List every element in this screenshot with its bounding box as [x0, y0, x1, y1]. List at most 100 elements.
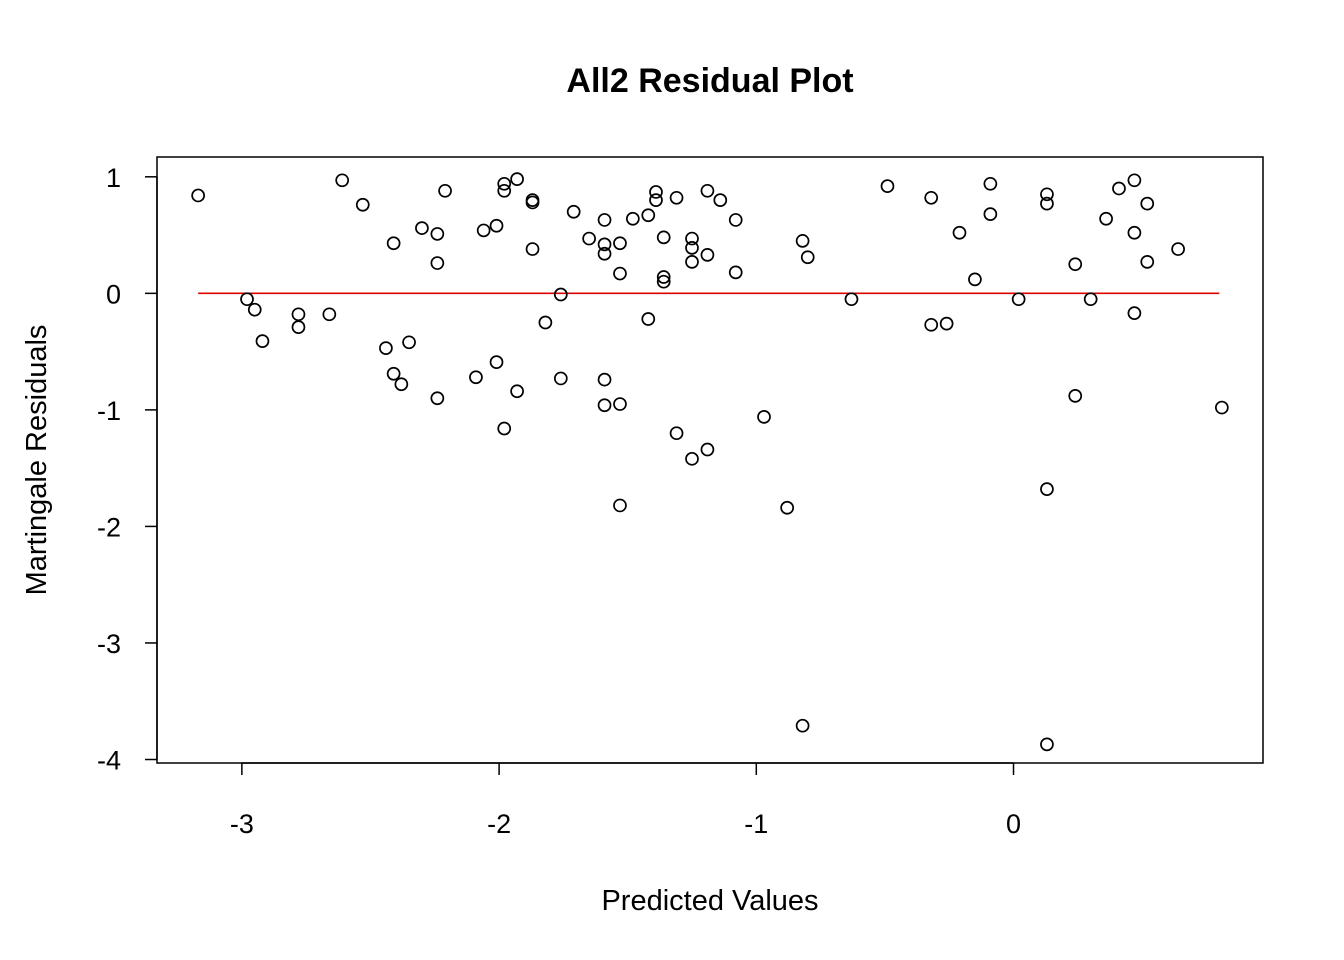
data-point	[566, 204, 581, 219]
data-point	[1099, 211, 1113, 226]
data-point	[386, 236, 401, 251]
data-point	[649, 193, 663, 207]
data-point	[1040, 196, 1054, 211]
data-point	[952, 225, 967, 240]
data-point	[355, 197, 370, 212]
data-point	[597, 372, 612, 387]
y-tick-label: -3	[97, 629, 121, 659]
data-point	[291, 307, 306, 322]
data-point	[641, 312, 656, 326]
data-point	[649, 185, 663, 199]
data-point	[713, 193, 728, 207]
data-point	[489, 218, 504, 233]
data-point	[597, 213, 612, 227]
x-tick-label: 0	[1006, 809, 1021, 839]
data-point	[335, 173, 350, 188]
data-point	[597, 237, 612, 252]
data-point	[247, 302, 262, 317]
data-point	[582, 231, 596, 246]
data-point	[613, 266, 627, 281]
data-point	[656, 230, 671, 245]
data-point	[1083, 292, 1098, 307]
data-point	[240, 292, 254, 307]
data-point	[968, 272, 982, 287]
data-point	[669, 190, 684, 205]
data-point	[438, 183, 452, 198]
y-tick-label: -1	[97, 396, 121, 426]
data-point	[497, 421, 512, 436]
data-point	[1127, 306, 1142, 321]
data-point	[538, 315, 553, 330]
data-point	[1011, 292, 1026, 307]
data-point	[553, 371, 568, 386]
data-point	[322, 307, 337, 322]
data-point	[1068, 389, 1083, 403]
data-point	[1171, 242, 1185, 256]
y-axis-title: Martingale Residuals	[21, 325, 53, 596]
chart-title: All2 Residual Plot	[566, 62, 853, 100]
data-point	[795, 718, 810, 733]
data-point	[685, 451, 699, 466]
data-point	[780, 500, 795, 515]
data-point	[728, 213, 743, 227]
data-point	[430, 391, 445, 406]
data-point	[497, 183, 512, 198]
data-point	[597, 398, 612, 413]
data-point	[394, 377, 409, 392]
data-points	[191, 172, 1229, 752]
x-tick-label: -3	[230, 809, 254, 839]
x-tick-label: -2	[487, 809, 511, 839]
data-point	[880, 179, 895, 193]
data-point	[402, 335, 416, 350]
data-point	[525, 242, 540, 256]
data-point	[983, 207, 998, 221]
data-point	[924, 190, 939, 205]
data-point	[255, 334, 270, 348]
y-tick-label: 0	[106, 279, 121, 309]
data-point	[613, 498, 627, 513]
data-point	[669, 426, 684, 441]
data-point	[597, 246, 612, 261]
x-tick-label: -1	[744, 809, 768, 839]
data-point	[510, 172, 524, 186]
data-point	[983, 176, 998, 191]
data-point	[430, 227, 445, 241]
data-point	[844, 292, 859, 307]
data-point	[613, 397, 627, 411]
data-point	[525, 195, 540, 210]
data-point	[386, 366, 401, 381]
plot-frame	[156, 156, 1264, 764]
data-point	[1040, 482, 1054, 496]
data-point	[685, 241, 699, 255]
data-point	[625, 211, 640, 226]
data-point	[469, 370, 483, 385]
data-point	[1112, 181, 1126, 196]
data-point	[656, 270, 671, 284]
data-point	[700, 442, 715, 457]
data-point	[685, 255, 699, 269]
data-point	[924, 317, 939, 332]
x-axis: -3 -2 -1 0	[230, 762, 1021, 839]
data-point	[1140, 255, 1155, 269]
data-point	[553, 287, 568, 302]
data-point	[939, 316, 954, 331]
data-point	[497, 176, 512, 191]
y-axis: -4 -3 -2 -1 0 1	[97, 163, 158, 776]
data-point	[1040, 187, 1054, 202]
data-point	[415, 221, 429, 235]
data-point	[1040, 737, 1054, 752]
data-point	[489, 355, 504, 369]
data-point	[1214, 400, 1229, 415]
data-point	[1068, 257, 1083, 272]
y-tick-label: -2	[97, 512, 121, 542]
data-point	[613, 236, 627, 251]
y-tick-label: -4	[97, 746, 121, 776]
data-point	[1127, 225, 1142, 240]
x-axis-title: Predicted Values	[601, 885, 818, 917]
y-tick-label: 1	[106, 163, 121, 193]
data-point	[379, 341, 393, 355]
data-point	[191, 188, 206, 203]
data-point	[800, 250, 815, 265]
data-point	[1140, 196, 1155, 211]
